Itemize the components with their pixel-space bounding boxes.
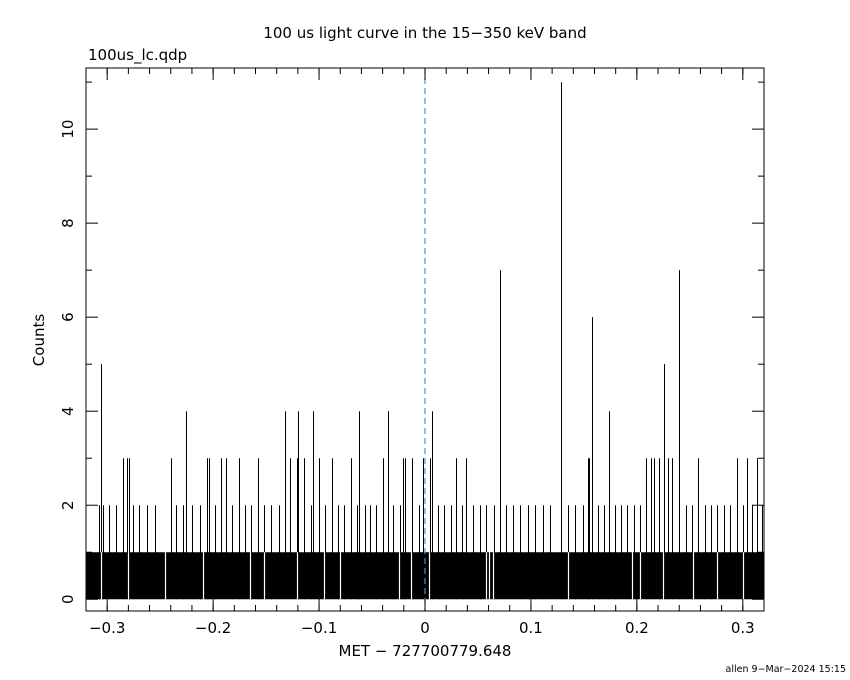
y-axis-ticks: 0 2 4 6 8 10 bbox=[59, 81, 764, 604]
x-tick-label: −0.1 bbox=[301, 619, 337, 637]
x-tick-label: 0.1 bbox=[519, 619, 543, 637]
x-tick-label: −0.2 bbox=[195, 619, 231, 637]
y-tick-label: 0 bbox=[59, 594, 77, 604]
y-tick-label: 10 bbox=[59, 120, 77, 139]
x-axis-label: MET − 727700779.648 bbox=[339, 642, 512, 660]
footer-stamp: allen 9−Mar−2024 15:15 bbox=[726, 664, 846, 675]
y-tick-label: 4 bbox=[59, 406, 77, 416]
y-tick-label: 8 bbox=[59, 218, 77, 228]
x-tick-label: 0.2 bbox=[625, 619, 649, 637]
file-label: 100us_lc.qdp bbox=[88, 46, 187, 65]
y-tick-label: 6 bbox=[59, 312, 77, 322]
x-tick-label: 0.3 bbox=[731, 619, 755, 637]
x-axis-ticks: −0.3 −0.2 −0.1 0 0.1 0.2 0.3 bbox=[89, 68, 765, 637]
histogram-gaps bbox=[100, 552, 745, 600]
y-axis-label: Counts bbox=[30, 314, 48, 367]
y-tick-label: 2 bbox=[59, 500, 77, 510]
chart-title: 100 us light curve in the 15−350 keV ban… bbox=[263, 24, 586, 42]
x-tick-label: 0 bbox=[420, 619, 430, 637]
x-tick-label: −0.3 bbox=[89, 619, 125, 637]
